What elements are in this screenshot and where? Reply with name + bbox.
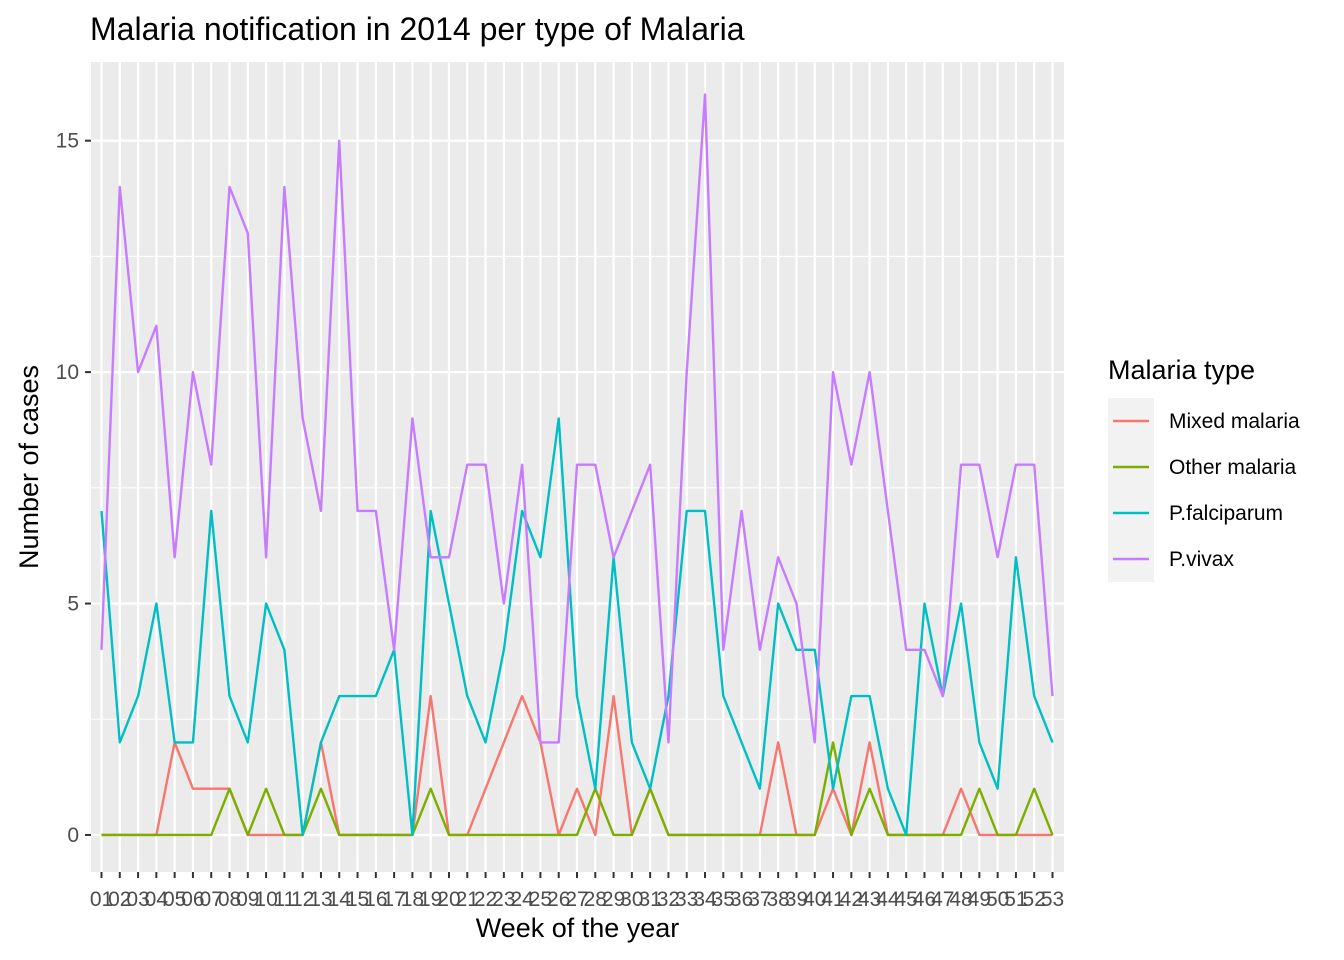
legend-label: Other malaria	[1169, 456, 1297, 479]
x-tick-label: 41	[821, 888, 844, 911]
x-tick-label: 22	[474, 888, 497, 911]
x-tick-label: 33	[675, 888, 698, 911]
x-tick-label: 39	[785, 888, 808, 911]
x-tick-label: 46	[913, 888, 936, 911]
x-tick-label: 11	[273, 888, 295, 911]
chart-title: Malaria notification in 2014 per type of…	[90, 11, 745, 47]
x-tick-label: 36	[730, 888, 753, 911]
x-tick-label: 02	[108, 888, 131, 911]
x-tick-label: 12	[291, 888, 314, 911]
x-tick-label: 07	[200, 888, 223, 911]
series-line-p-vivax	[100, 93, 1054, 744]
x-tick-label: 08	[218, 888, 241, 911]
x-tick-label: 26	[547, 888, 570, 911]
x-tick-label: 38	[766, 888, 789, 911]
legend-label: P.vivax	[1169, 548, 1234, 571]
x-tick-label: 29	[602, 888, 625, 911]
x-tick-label: 37	[748, 888, 771, 911]
x-tick-label: 47	[931, 888, 954, 911]
x-tick-label: 17	[382, 888, 405, 911]
x-tick-label: 31	[638, 888, 661, 911]
series-lines	[100, 93, 1054, 837]
x-tick-label: 13	[309, 888, 332, 911]
legend: Malaria type Mixed malaria Other malaria P…	[1108, 355, 1300, 582]
x-tick-label: 43	[858, 888, 881, 911]
legend-items: Mixed malaria Other malaria P.falciparum P.…	[1108, 398, 1300, 582]
x-tick-label: 24	[510, 888, 534, 911]
x-tick-label: 03	[126, 888, 149, 911]
plot-panel	[91, 62, 1064, 872]
y-axis: 0 5 10 15	[56, 130, 91, 847]
x-tick-label: 28	[584, 888, 607, 911]
x-tick-label: 53	[1041, 888, 1064, 911]
y-tick-label: 5	[67, 593, 79, 616]
x-tick-label: 50	[986, 888, 1009, 911]
series-line-other-malaria	[101, 741, 1054, 837]
x-tick-label: 09	[236, 888, 259, 911]
x-tick-label: 48	[949, 888, 972, 911]
legend-title: Malaria type	[1108, 355, 1255, 385]
x-tick-label: 49	[968, 888, 991, 911]
x-tick-label: 16	[364, 888, 387, 911]
legend-key-background	[1108, 398, 1154, 582]
x-tick-label: 14	[328, 888, 352, 911]
x-tick-label: 35	[712, 888, 735, 911]
x-tick-label: 32	[657, 888, 680, 911]
x-tick-label: 10	[254, 888, 277, 911]
x-tick-label: 19	[419, 888, 442, 911]
x-tick-label: 30	[620, 888, 643, 911]
x-tick-label: 15	[346, 888, 369, 911]
x-tick-label: 40	[803, 888, 826, 911]
series-line-p-falciparum	[100, 417, 1054, 837]
x-tick-label: 27	[565, 888, 588, 911]
x-tick-label: 45	[895, 888, 918, 911]
legend-label: Mixed malaria	[1169, 410, 1300, 433]
x-tick-label: 05	[163, 888, 186, 911]
x-tick-label: 20	[437, 888, 460, 911]
x-tick-label: 06	[181, 888, 204, 911]
x-tick-label: 52	[1023, 888, 1046, 911]
x-tick-label: 25	[529, 888, 552, 911]
x-axis-title: Week of the year	[476, 913, 680, 943]
y-tick-label: 15	[56, 130, 79, 153]
x-tick-label: 44	[876, 888, 900, 911]
y-tick-label: 10	[56, 361, 79, 384]
x-axis: 0102030405060708091011121314151617181920…	[90, 872, 1064, 911]
x-tick-label: 34	[693, 888, 717, 911]
x-tick-label: 18	[401, 888, 424, 911]
x-tick-label: 51	[1004, 888, 1027, 911]
x-tick-label: 23	[492, 888, 515, 911]
legend-label: P.falciparum	[1169, 502, 1283, 525]
x-tick-label: 04	[145, 888, 169, 911]
y-tick-label: 0	[67, 824, 79, 847]
x-tick-label: 21	[456, 888, 479, 911]
y-axis-title: Number of cases	[14, 365, 44, 569]
x-tick-label: 42	[840, 888, 863, 911]
x-tick-label: 01	[90, 888, 113, 911]
